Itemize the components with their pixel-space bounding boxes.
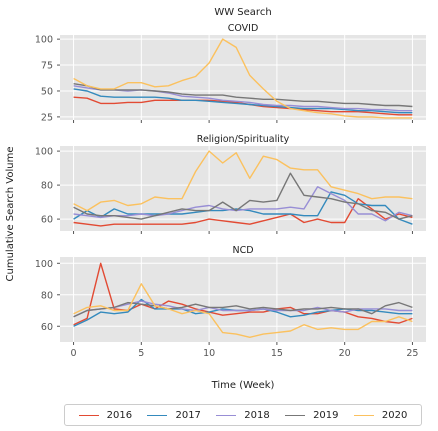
- legend-label: 2017: [175, 409, 201, 421]
- y-tick-label: 50: [41, 86, 53, 97]
- chart-title: WW Search: [214, 7, 271, 18]
- series-line-2020: [73, 150, 413, 212]
- panel-title: Religion/Spirituality: [197, 134, 290, 145]
- x-tick-label: 20: [339, 348, 351, 359]
- legend-swatch: [285, 414, 306, 416]
- series-line-2017: [73, 88, 413, 114]
- legend-swatch: [78, 414, 99, 416]
- y-tick-label: 80: [41, 181, 53, 192]
- series-line-2020: [73, 38, 413, 119]
- y-tick-label: 60: [41, 215, 53, 226]
- legend-label: 2020: [381, 409, 408, 421]
- series-line-2019: [73, 83, 413, 108]
- legend-swatch: [353, 414, 374, 416]
- y-tick-label: 80: [41, 290, 53, 301]
- panel-1: 60 80 100 Religion/Spirituality: [35, 134, 426, 234]
- legend-swatch: [147, 414, 168, 416]
- series-line-2020: [73, 283, 413, 338]
- legend-item-2017: 2017: [147, 409, 201, 421]
- x-tick-label: 25: [406, 348, 418, 359]
- y-tick-label: 75: [41, 61, 53, 72]
- legend-item-2018: 2018: [216, 409, 270, 421]
- x-tick-label: 0: [71, 348, 77, 359]
- plot-background: [60, 146, 426, 231]
- legend-item-2019: 2019: [285, 409, 339, 421]
- x-tick-label: 5: [138, 348, 144, 359]
- y-tick-label: 100: [35, 35, 53, 46]
- series-line-2018: [73, 186, 413, 222]
- series-line-2019: [73, 172, 413, 220]
- series-line-2018: [73, 85, 413, 112]
- plot-background: [60, 35, 426, 120]
- legend-label: 2016: [106, 409, 133, 421]
- y-tick-label: 25: [41, 112, 53, 123]
- plot-background: [60, 257, 426, 342]
- y-tick-label: 100: [35, 259, 53, 270]
- legend: 2016 2017 2018 2019 2020: [64, 404, 422, 426]
- legend-item-2020: 2020: [353, 409, 408, 421]
- panel-title: NCD: [232, 245, 253, 256]
- series-line-2019: [73, 301, 413, 318]
- y-axis-label: Cumulative Search Volume: [5, 147, 16, 282]
- x-axis-label: Time (Week): [211, 380, 275, 391]
- panels-group: 255075100COVID6080100Religion/Spirituali…: [35, 23, 426, 359]
- y-tick-label: 60: [41, 322, 53, 333]
- y-tick-label: 100: [35, 147, 53, 158]
- x-tick-label: 15: [271, 348, 283, 359]
- legend-label: 2019: [313, 409, 339, 421]
- legend-item-2016: 2016: [78, 409, 133, 421]
- panel-0: 25 50 75 100 COVID: [35, 23, 426, 123]
- legend-label: 2018: [244, 409, 270, 421]
- x-tick-label: 10: [203, 348, 215, 359]
- panel-2: 60 80 100 0 5 10 15 20 25 NCD: [35, 245, 426, 359]
- legend-swatch: [216, 414, 237, 416]
- panel-title: COVID: [228, 23, 259, 34]
- chart-svg: WW Search Cumulative Search Volume Time …: [5, 7, 426, 391]
